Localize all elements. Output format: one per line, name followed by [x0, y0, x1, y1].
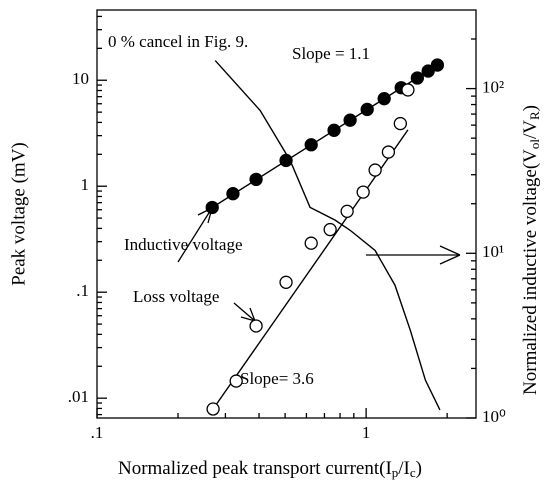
data-point: [421, 64, 435, 78]
label-part: Normalized peak transport current(I: [118, 458, 392, 479]
data-point: [304, 138, 318, 152]
annotation-arrow: [233, 302, 256, 322]
y-axis-label: Peak voltage (mV): [8, 142, 29, 286]
subscript: c: [410, 465, 416, 480]
y-tick-label: 1: [81, 175, 90, 194]
data-point: [377, 92, 391, 106]
data-point: [279, 275, 293, 289]
x-axis-label: Normalized peak transport current(Ip/Ic): [118, 458, 422, 480]
data-point: [340, 204, 354, 218]
y-tick-label: .1: [76, 281, 89, 300]
label-part: /V: [520, 120, 541, 139]
label-part: Normalized inductive voltage(V: [520, 149, 541, 395]
x-tick-label: 1: [362, 423, 371, 442]
slope-label: Slope = 1.1: [292, 44, 370, 63]
data-point: [360, 102, 374, 117]
data-point: [304, 236, 318, 250]
label-part: ): [416, 458, 422, 479]
plot-frame: [96, 9, 477, 419]
data-point: [327, 123, 341, 137]
data-point: [368, 163, 382, 177]
y2-axis-label: Normalized inductive voltage(Vol/VR): [520, 105, 542, 395]
label-part: ): [520, 105, 541, 111]
chart-title: 0 % cancel in Fig. 9.: [108, 32, 248, 51]
subscript: R: [527, 111, 542, 120]
label-part: /I: [398, 458, 410, 479]
data-point: [410, 71, 425, 85]
data-point: [343, 113, 357, 127]
data-point: [206, 402, 220, 416]
y2-tick-label: 10²: [482, 77, 504, 96]
series-annotation: Loss voltage: [133, 287, 219, 306]
data-point: [226, 187, 240, 201]
x-tick-label: .1: [91, 423, 104, 442]
series-annotation: Inductive voltage: [124, 235, 243, 254]
slope-label: Slope= 3.6: [240, 369, 314, 388]
y-tick-label: .01: [68, 387, 89, 406]
data-point: [205, 200, 219, 215]
data-point: [249, 319, 263, 333]
data-point: [356, 185, 370, 199]
y2-tick-label: 10¹: [482, 242, 504, 261]
data-point: [323, 222, 337, 237]
subscript: ol: [527, 139, 542, 150]
data-point: [229, 374, 243, 388]
y2-tick-label: 10⁰: [482, 407, 506, 426]
data-point: [249, 172, 263, 187]
data-point: [393, 116, 407, 131]
curve: [214, 60, 441, 411]
data-point: [381, 145, 396, 159]
subscript: p: [392, 465, 399, 480]
data-point: [430, 58, 445, 72]
y-tick-label: 10: [72, 69, 89, 88]
data-point: [401, 83, 415, 97]
annotation-arrow: [366, 245, 461, 265]
